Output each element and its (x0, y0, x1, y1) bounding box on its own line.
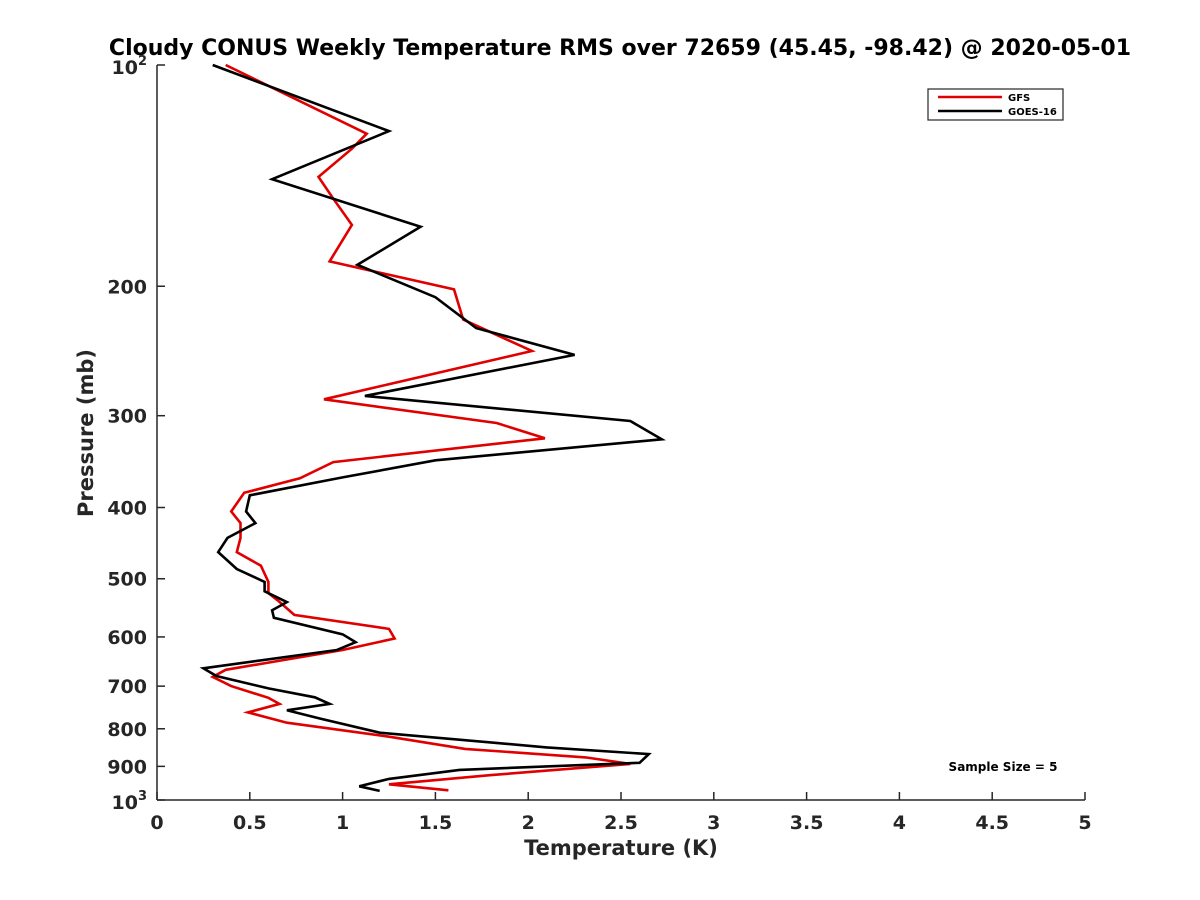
y-tick-label: 700 (107, 676, 147, 698)
y-tick-label: 900 (107, 756, 147, 778)
legend: GFS GOES-16 (927, 88, 1064, 121)
y-tick-label: 300 (107, 406, 147, 428)
x-tick-label: 4 (893, 812, 906, 834)
y-tick-label: 102 (112, 54, 148, 79)
legend-box (927, 88, 1064, 121)
y-tick-label: 103 (112, 789, 148, 814)
x-axis-label: Temperature (K) (524, 836, 718, 860)
x-tick-label: 1.5 (419, 812, 453, 834)
series-line-goes-16 (199, 63, 666, 793)
x-tick-label: 3.5 (790, 812, 824, 834)
series-layer (199, 63, 666, 793)
y-tick-label: 800 (107, 719, 147, 741)
x-tick-label: 0.5 (233, 812, 267, 834)
x-tick-label: 0 (150, 812, 163, 834)
plot-area (156, 65, 1085, 801)
series-line-gfs (209, 63, 631, 792)
sample-size-annotation: Sample Size = 5 (949, 760, 1058, 774)
x-tick-label: 3 (707, 812, 720, 834)
y-tick-label-base: 10 (112, 792, 138, 814)
x-tick-label: 2 (522, 812, 535, 834)
y-tick-label-exponent: 3 (138, 789, 147, 804)
x-tick-label: 5 (1078, 812, 1091, 834)
x-tick-label: 2.5 (604, 812, 638, 834)
legend-label: GOES-16 (1008, 107, 1057, 118)
y-tick-label-exponent: 2 (138, 54, 147, 69)
legend-label: GFS (1008, 93, 1030, 104)
x-tick-label: 1 (336, 812, 349, 834)
y-tick-label: 200 (107, 276, 147, 298)
x-tick-label: 4.5 (975, 812, 1009, 834)
chart-title: Cloudy CONUS Weekly Temperature RMS over… (109, 36, 1131, 61)
y-tick-label: 500 (107, 569, 147, 591)
y-axis-label: Pressure (mb) (74, 349, 98, 517)
y-tick-label: 600 (107, 627, 147, 649)
y-tick-label: 400 (107, 498, 147, 520)
y-tick-label-base: 10 (112, 57, 138, 79)
x-ticks: 0 0.5 1 1.5 2 2.5 3 3.5 4 4.5 5 (150, 792, 1092, 834)
